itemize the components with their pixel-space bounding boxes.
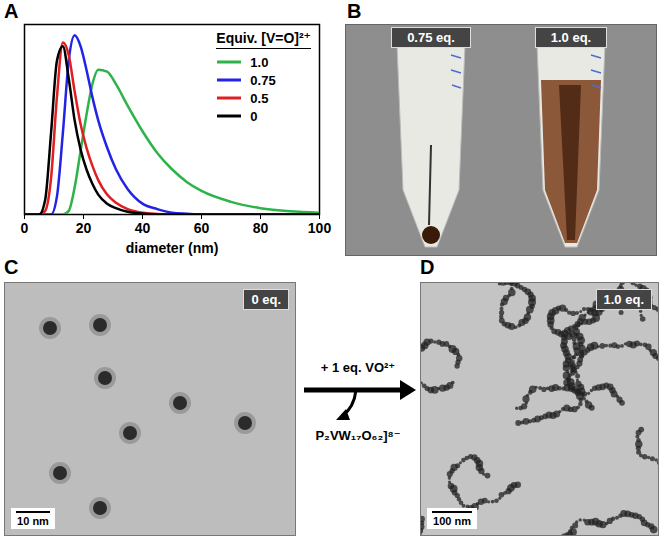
html-text:0 eq.: 0 eq. [251, 292, 281, 307]
html-text:+ 1 eq. VO²⁺: + 1 eq. VO²⁺ [320, 360, 396, 375]
svg-text:diameter (nm): diameter (nm) [126, 240, 219, 256]
svg-text:40: 40 [135, 220, 151, 236]
html-text:100 nm: 100 nm [433, 515, 471, 527]
html-text:1.0 eq.: 1.0 eq. [550, 30, 592, 45]
svg-text:80: 80 [253, 220, 269, 236]
html-text:A: A [4, 0, 19, 22]
html-text:D: D [420, 256, 435, 278]
html-text:0.75 eq.: 0.75 eq. [407, 30, 455, 45]
html-text:P₂VW₁₇O₆₂]⁸⁻: P₂VW₁₇O₆₂]⁸⁻ [315, 428, 401, 443]
html-text:C: C [4, 256, 19, 278]
svg-text:20: 20 [76, 220, 92, 236]
html-text:1.0: 1.0 [250, 54, 269, 70]
svg-text:0: 0 [21, 220, 29, 236]
svg-text:100: 100 [308, 220, 332, 236]
html-text:1.0 eq.: 1.0 eq. [603, 292, 644, 307]
html-text:0.5: 0.5 [250, 90, 269, 106]
html-text:10 nm: 10 nm [17, 515, 49, 527]
html-text:0: 0 [250, 108, 258, 124]
html-text:0.75: 0.75 [250, 72, 276, 88]
svg-text:60: 60 [194, 220, 210, 236]
html-text:B: B [347, 0, 362, 22]
html-text:Equiv. [V=O]²⁺: Equiv. [V=O]²⁺ [216, 30, 311, 46]
